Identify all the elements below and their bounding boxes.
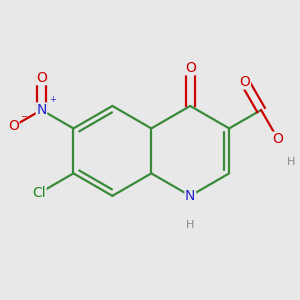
Text: O: O bbox=[272, 132, 284, 146]
Text: N: N bbox=[185, 189, 195, 203]
Text: O: O bbox=[36, 70, 47, 85]
Text: O: O bbox=[239, 75, 250, 89]
Text: H: H bbox=[186, 220, 194, 230]
Text: O: O bbox=[8, 119, 19, 133]
Text: O: O bbox=[185, 61, 196, 75]
Text: H: H bbox=[287, 157, 295, 167]
Text: N: N bbox=[36, 103, 47, 117]
Text: −: − bbox=[20, 112, 27, 122]
Text: +: + bbox=[49, 95, 56, 104]
Text: Cl: Cl bbox=[32, 186, 46, 200]
